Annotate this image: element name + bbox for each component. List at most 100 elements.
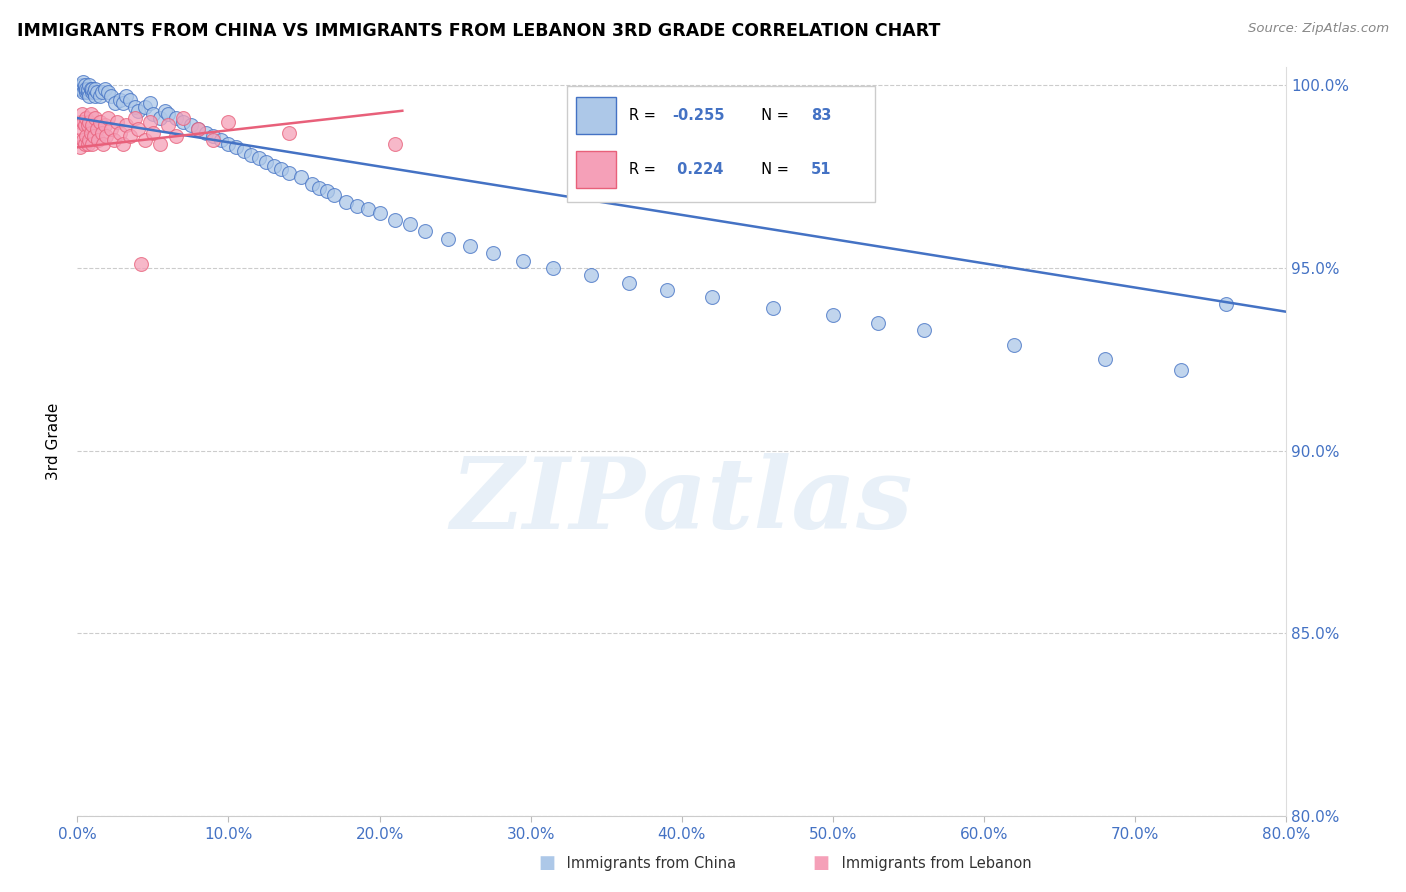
Point (69, 82, 91, 96)
Point (72, 114, 94, 128)
Point (70, 78, 93, 92)
Point (80, 107, 103, 121)
Point (912, 323, 935, 337)
Point (368, 206, 391, 220)
Point (93, 82, 115, 96)
Point (762, 301, 785, 315)
Point (108, 93, 131, 107)
Point (82, 119, 104, 133)
Point (172, 114, 194, 128)
Point (209, 133, 232, 147)
Point (247, 151, 270, 165)
Point (263, 159, 285, 173)
Point (142, 126, 165, 140)
Point (73, 78, 96, 92)
Point (139, 96, 162, 111)
Point (79, 78, 101, 92)
Point (80, 126, 103, 140)
Point (270, 162, 292, 177)
Point (87, 133, 110, 147)
Point (83, 129, 105, 144)
Point (134, 133, 156, 147)
Point (868, 316, 890, 330)
Point (581, 268, 603, 283)
Point (79, 114, 101, 128)
Point (218, 114, 240, 128)
Point (124, 100, 146, 114)
Point (75, 111, 97, 125)
Point (157, 119, 180, 133)
Point (77, 82, 100, 96)
Point (111, 96, 134, 111)
Point (254, 155, 277, 169)
Point (96, 86, 118, 100)
Point (225, 140, 247, 154)
Point (75, 129, 97, 144)
Text: ■: ■ (538, 855, 555, 872)
Point (543, 260, 565, 275)
Point (105, 114, 128, 128)
Point (79, 89, 101, 103)
Y-axis label: 3rd Grade: 3rd Grade (46, 403, 62, 480)
Point (655, 283, 678, 297)
Point (94, 129, 117, 144)
Point (124, 111, 146, 125)
Point (153, 103, 176, 118)
Point (202, 129, 225, 144)
Point (482, 246, 505, 260)
Point (111, 136, 134, 151)
Point (86, 86, 108, 100)
Point (202, 133, 225, 147)
Point (346, 199, 368, 213)
Point (89, 114, 111, 128)
Point (384, 136, 406, 151)
Point (149, 111, 172, 125)
Point (89, 89, 111, 103)
Point (75, 82, 97, 96)
Point (80, 82, 103, 96)
Point (172, 111, 194, 125)
Text: Immigrants from Lebanon: Immigrants from Lebanon (837, 856, 1031, 871)
Point (436, 232, 458, 246)
Point (79, 133, 101, 147)
Point (134, 100, 156, 114)
Point (69, 114, 91, 128)
Point (165, 129, 187, 144)
Point (301, 177, 323, 191)
Point (240, 147, 263, 161)
Point (232, 144, 254, 158)
Point (120, 93, 142, 107)
Point (93, 119, 115, 133)
Point (72, 86, 94, 100)
Point (67, 133, 90, 147)
Point (72, 133, 94, 147)
Point (77, 86, 100, 100)
Point (335, 195, 357, 210)
Point (218, 136, 240, 151)
Point (104, 96, 127, 111)
Point (91, 136, 114, 151)
Point (127, 103, 149, 118)
Point (82, 136, 104, 151)
Point (108, 126, 131, 140)
Point (157, 107, 180, 121)
Point (356, 202, 378, 217)
Point (129, 257, 152, 271)
Point (70, 82, 93, 96)
Text: ■: ■ (813, 855, 830, 872)
Point (278, 126, 301, 140)
Point (90, 86, 112, 100)
Point (290, 169, 312, 184)
Point (1004, 337, 1026, 351)
Point (77, 136, 100, 151)
Point (103, 133, 125, 147)
Point (69, 140, 91, 154)
Text: Source: ZipAtlas.com: Source: ZipAtlas.com (1249, 22, 1389, 36)
Point (114, 119, 136, 133)
Point (86, 122, 108, 136)
Point (73, 136, 96, 151)
Point (73, 119, 96, 133)
Point (84, 111, 107, 125)
Point (308, 180, 330, 194)
Point (512, 253, 534, 268)
